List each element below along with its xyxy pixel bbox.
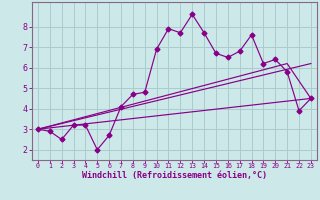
X-axis label: Windchill (Refroidissement éolien,°C): Windchill (Refroidissement éolien,°C) — [82, 171, 267, 180]
